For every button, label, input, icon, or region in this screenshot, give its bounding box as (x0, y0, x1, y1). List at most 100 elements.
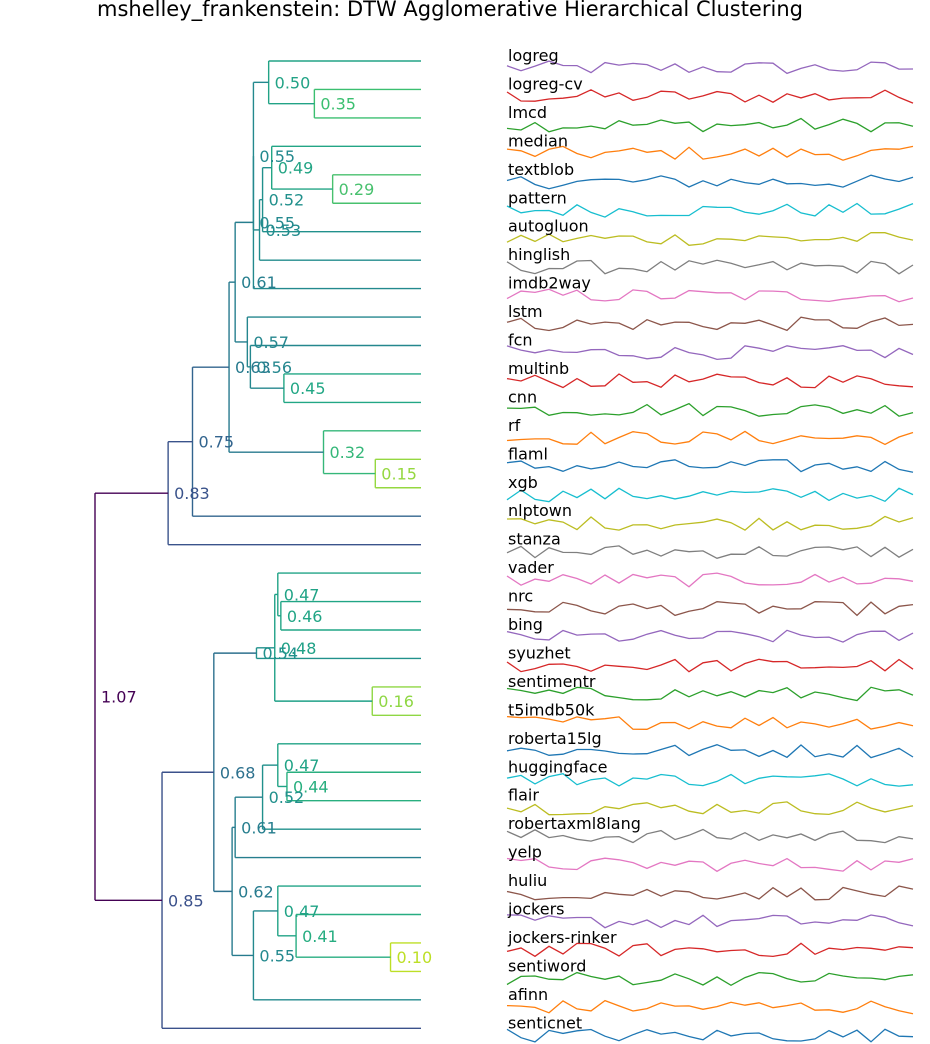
merge-height-label: 0.55 (259, 213, 295, 232)
sparkline-multinb (506, 373, 914, 389)
sparkline-syuzhet (506, 658, 914, 673)
sparkline-senticnet (506, 1028, 914, 1043)
sparkline-flaml (506, 459, 914, 473)
leaf-label: imdb2way (508, 274, 591, 293)
merge-height-label: 0.52 (269, 788, 305, 807)
leaf-label: bing (508, 615, 543, 634)
merge-height-label: 0.61 (241, 818, 277, 837)
leaf-label: pattern (508, 188, 567, 207)
merge-height-label: 0.55 (259, 946, 295, 965)
merge-height-label: 0.35 (320, 95, 356, 114)
merge-height-label: 0.47 (284, 902, 320, 921)
sparkline-t5imdb50k (506, 715, 914, 730)
sparkline-fcn (506, 345, 914, 361)
merge-height-label: 0.75 (198, 433, 234, 452)
leaf-label: senticnet (508, 1013, 582, 1032)
merge-height-label: 0.57 (253, 333, 289, 352)
leaf-label: nlptown (508, 501, 572, 520)
sparkline-roberta15lg (506, 744, 914, 759)
sparkline-logreg (506, 60, 914, 75)
leaf-label: robertaxml8lang (508, 814, 641, 833)
merge-height-label: 0.62 (238, 882, 274, 901)
sparkline-jockers-rinker (506, 942, 914, 958)
sparkline-nlptown (506, 515, 914, 531)
leaf-label: logreg-cv (508, 74, 583, 93)
sparkline-logreg-cv (506, 89, 914, 104)
leaf-label: cnn (508, 387, 537, 406)
sparkline-pattern (506, 202, 914, 218)
leaf-label: jockers (507, 900, 564, 919)
sparkline-robertaxml8lang (506, 828, 914, 844)
leaf-label: lstm (508, 302, 543, 321)
sparkline-huggingface (506, 773, 914, 787)
leaf-label: fcn (508, 331, 533, 350)
leaf-label: roberta15lg (508, 729, 602, 748)
sparkline-rf (506, 430, 914, 446)
merge-height-label: 0.61 (241, 273, 277, 292)
leaf-label: huliu (508, 871, 547, 890)
sparkline-jockers (506, 914, 914, 929)
merge-height-label: 0.53 (266, 221, 302, 240)
leaf-label: lmcd (508, 103, 547, 122)
leaf-label: hinglish (508, 245, 570, 264)
merge-height-label: 0.32 (330, 443, 366, 462)
sparkline-autogluon (506, 231, 914, 246)
leaf-label: syuzhet (508, 643, 571, 662)
merge-height-label: 0.41 (302, 927, 338, 946)
leaf-label: vader (508, 558, 554, 577)
leaf-label: t5imdb50k (508, 700, 595, 719)
sparkline-bing (506, 629, 914, 643)
leaf-label: nrc (508, 587, 533, 606)
leaf-label: multinb (508, 359, 569, 378)
sparkline-lmcd (506, 117, 914, 133)
merge-height-label: 0.85 (168, 891, 204, 910)
merge-height-label: 1.07 (101, 688, 137, 707)
leaf-label: median (508, 131, 568, 150)
merge-height-label: 0.63 (235, 358, 271, 377)
sparkline-yelp (506, 857, 914, 873)
sparkline-flair (506, 801, 914, 816)
leaf-label: sentimentr (508, 672, 596, 691)
dendrogram-branches (94, 60, 421, 1030)
sparkline-hinglish (506, 259, 914, 275)
leaf-label: textblob (508, 160, 574, 179)
merge-height-label: 0.10 (397, 948, 433, 967)
merge-height-labels: 0.350.500.290.490.520.530.550.550.450.56… (101, 73, 432, 967)
merge-height-label: 0.44 (293, 777, 329, 796)
leaf-label: rf (508, 416, 521, 435)
merge-height-label: 0.45 (290, 379, 326, 398)
sparkline-imdb2way (506, 288, 914, 303)
sparkline-nrc (506, 601, 914, 617)
chart-title: mshelley_frankenstein: DTW Agglomerative… (97, 0, 803, 22)
merge-height-label: 0.29 (339, 180, 375, 199)
sparkline-stanza (506, 545, 914, 559)
merge-height-label: 0.55 (259, 147, 295, 166)
merge-height-label: 0.50 (275, 73, 311, 92)
sparkline-sentiword (506, 971, 914, 987)
merge-height-label: 0.83 (174, 484, 210, 503)
merge-height-label: 0.47 (284, 756, 320, 775)
sparkline-huliu (506, 885, 914, 901)
merge-height-label: 0.49 (278, 159, 314, 178)
leaf-label: sentiword (508, 956, 586, 975)
sparkline-series (506, 60, 914, 1043)
leaf-label: logreg (508, 46, 559, 65)
merge-height-label: 0.68 (220, 763, 256, 782)
leaf-label: flaml (508, 444, 548, 463)
merge-height-label: 0.54 (262, 644, 298, 663)
leaf-label: autogluon (508, 217, 589, 236)
sparkline-textblob (506, 174, 914, 190)
sparkline-xgb (506, 487, 914, 503)
merge-height-label: 0.48 (281, 639, 317, 658)
leaf-label: huggingface (508, 757, 607, 776)
merge-height-label: 0.52 (269, 191, 305, 210)
merge-height-label: 0.46 (287, 607, 323, 626)
merge-height-label: 0.56 (256, 358, 292, 377)
leaf-label: xgb (508, 473, 538, 492)
leaf-label: flair (508, 786, 539, 805)
leaf-label: jockers-rinker (507, 928, 617, 947)
sparkline-afinn (506, 999, 914, 1015)
sparkline-lstm (506, 316, 914, 332)
leaf-label: afinn (508, 985, 548, 1004)
